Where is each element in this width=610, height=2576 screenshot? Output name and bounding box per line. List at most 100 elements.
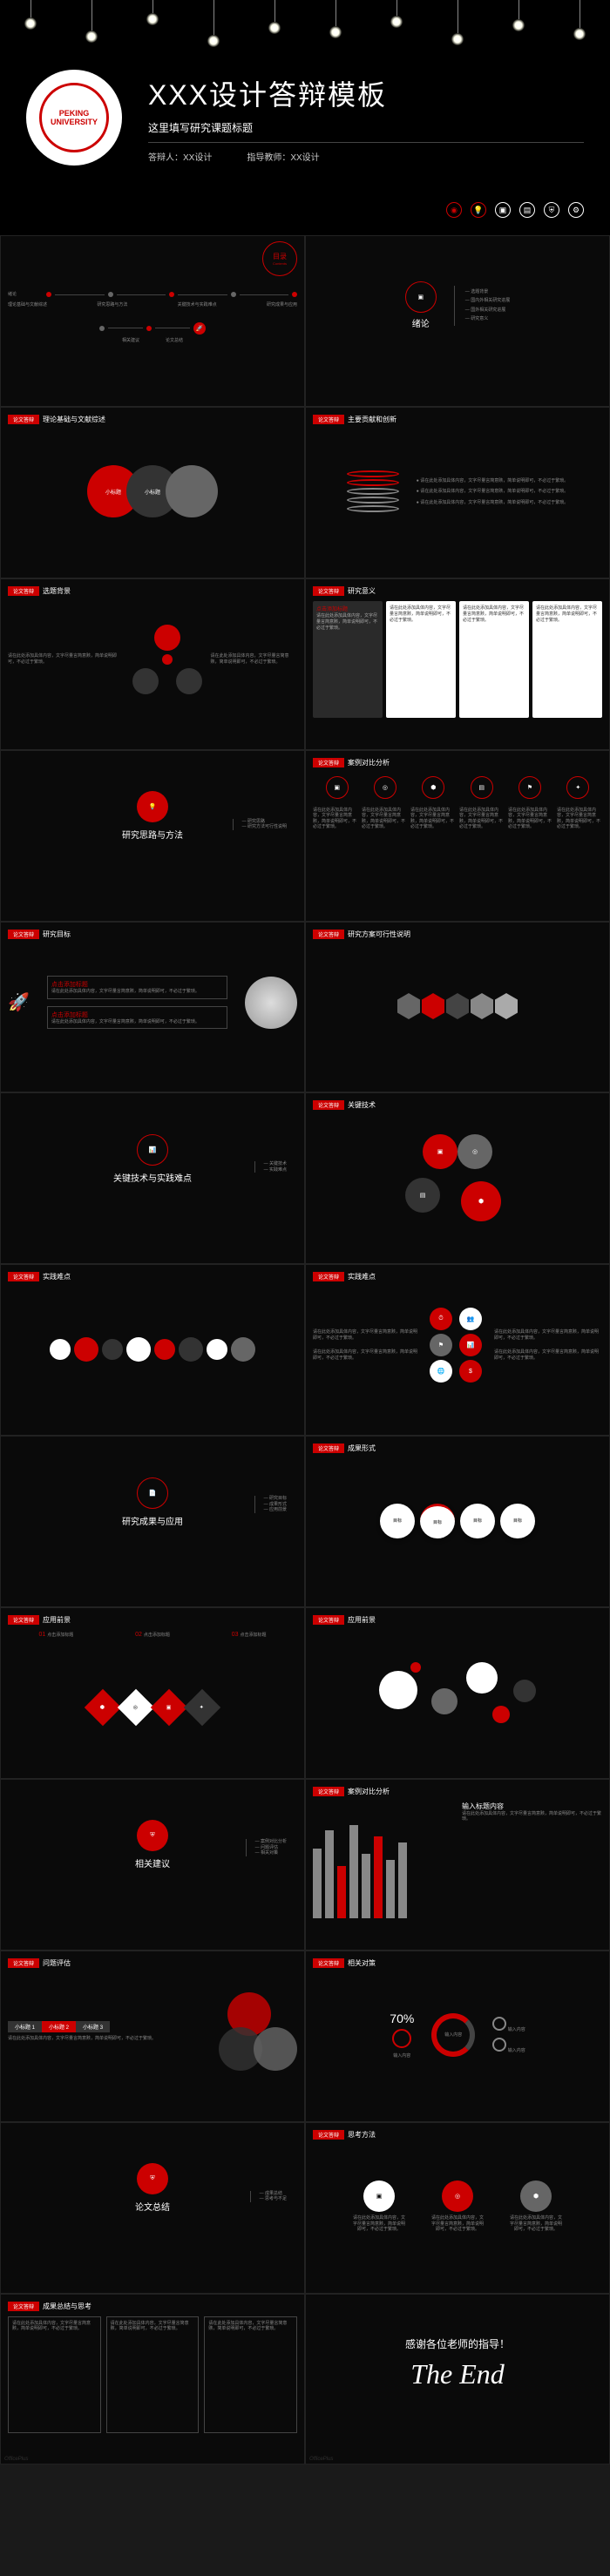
bullet: 实践难点 bbox=[269, 1167, 287, 1173]
slide-section-intro: ▣ 绪论 — 选题背景 — 国内外相关研究进展 — 国外相关研究进展 — 研究意… bbox=[305, 235, 610, 407]
diamond: ✦ bbox=[184, 1689, 220, 1726]
block-title: 点击添加标题 bbox=[51, 982, 88, 988]
slide-title: 理论基础与文献综述 bbox=[43, 415, 105, 424]
slide-literature: 论文答辩理论基础与文献综述 小标题 小标题 bbox=[0, 407, 305, 578]
slide-think-method: 论文答辩思考方法 ▣请在此处添加具体内容，文字尽量言简意赅，简单说明即可，不必过… bbox=[305, 2122, 610, 2294]
icon-grid: ⏱ 👥 ⚑ 📊 🌐 $ bbox=[430, 1308, 485, 1383]
bullet: 相关对策 bbox=[261, 1850, 278, 1856]
slide-title: 相关对策 bbox=[348, 1958, 376, 1968]
ring: 目标 bbox=[380, 1504, 415, 1538]
slide-tag: 论文答辩 bbox=[313, 2130, 344, 2140]
tab: 小标题 2 bbox=[42, 2021, 76, 2032]
slide-tag: 论文答辩 bbox=[8, 2302, 39, 2311]
ring: 目标 bbox=[420, 1504, 455, 1538]
shield-icon: ⛨ bbox=[137, 1820, 168, 1851]
card: 点击添加标题请在此处添加具体内容，文字尽量言简意赅，简单说明即可，不必过于繁琐。 bbox=[313, 601, 383, 718]
slide-title: 案例对比分析 bbox=[348, 758, 390, 767]
slide-section-results: 📄 研究成果与应用 — 研究目标 — 成果形式 — 应用前景 bbox=[0, 1436, 305, 1607]
hex-block bbox=[495, 993, 518, 1019]
slide-title: 应用前景 bbox=[43, 1615, 71, 1625]
slide-tag: 论文答辩 bbox=[8, 1615, 39, 1625]
step-circle bbox=[179, 1337, 203, 1362]
pct-ring bbox=[392, 2029, 411, 2048]
doc-icon: 📄 bbox=[137, 1477, 168, 1509]
bullet: 应用前景 bbox=[269, 1507, 287, 1512]
feature-icon: ◎ bbox=[374, 776, 396, 799]
slide-toc: 目录 Contents 绪论 理论基础与文献综述 研究思路与方法 关键技术与实践… bbox=[0, 235, 305, 407]
step-circle bbox=[102, 1339, 123, 1360]
slide-title: 思考方法 bbox=[348, 2130, 376, 2140]
rocket-icon: 🚀 bbox=[193, 322, 206, 335]
slide-practice-2: 论文答辩实践难点 请在此处添加具体内容，文字尽量言简意赅，简单说明即可，不必过于… bbox=[305, 1264, 610, 1436]
bullet: 选题背景 bbox=[471, 289, 488, 294]
slide-title: 问题评估 bbox=[43, 1958, 71, 1968]
text-line: 请在此处添加具体内容，文字尽量言简意赅，简单说明即可，不必过于繁琐。 bbox=[494, 1349, 602, 1361]
slide-feasibility: 论文答辩研究方案可行性说明 bbox=[305, 922, 610, 1093]
bar-chart bbox=[313, 1802, 453, 1918]
hero-slide: PEKING UNIVERSITY XXX设计答辩模板 这里填写研究课题标题 答… bbox=[0, 0, 610, 235]
slide-title: 研究方案可行性说明 bbox=[348, 930, 410, 939]
summary-card: 请在此处添加具体内容，文字尽量言简意赅，简单说明即可，不必过于繁琐。 bbox=[204, 2316, 297, 2433]
text-col: 请在此处添加具体内容，文字尽量言简意赅，简单说明即可，不必过于繁琐。 bbox=[313, 808, 358, 830]
bubble-chart bbox=[379, 1653, 536, 1732]
bullet: 国内外相关研究进展 bbox=[471, 298, 510, 303]
side-title: 输入标题内容 bbox=[462, 1802, 602, 1811]
donut-chart: 输入内容 bbox=[431, 2013, 475, 2057]
slide-section-summary: ⛨ 论文总结 — 成果总结 — 思考与不足 bbox=[0, 2122, 305, 2294]
block-title: 点击添加标题 bbox=[51, 1012, 88, 1018]
slide-tag: 论文答辩 bbox=[313, 930, 344, 939]
bullet: 成果形式 bbox=[269, 1502, 287, 1507]
slide-meaning: 论文答辩研究意义 点击添加标题请在此处添加具体内容，文字尽量言简意赅，简单说明即… bbox=[305, 578, 610, 750]
feature-icon: ▣ bbox=[326, 776, 349, 799]
hex-block bbox=[471, 993, 493, 1019]
bullet: 思考与不足 bbox=[265, 2196, 287, 2201]
slide-tag: 论文答辩 bbox=[8, 1272, 39, 1281]
slide-tag: 论文答辩 bbox=[8, 415, 39, 424]
section-title: 研究思路与方法 bbox=[122, 828, 183, 841]
card: 请在此处添加具体内容，文字尽量言简意赅，简单说明即可，不必过于繁琐。 bbox=[532, 601, 602, 718]
num: 03 bbox=[232, 1632, 239, 1638]
hex-block bbox=[422, 993, 444, 1019]
section-title: 绪论 bbox=[405, 316, 437, 329]
text-col: 请在此处添加具体内容，文字尽量言简意赅，简单说明即可，不必过于繁琐。 bbox=[557, 808, 602, 830]
toc-item: 研究思路与方法 bbox=[97, 302, 127, 308]
thanks-text: 感谢各位老师的指导！ bbox=[405, 2336, 510, 2351]
num: 02 bbox=[135, 1632, 142, 1638]
slide-title: 研究意义 bbox=[348, 586, 376, 596]
bulb-icon: 💡 bbox=[471, 202, 486, 218]
step-circle bbox=[207, 1339, 227, 1360]
slide-result-form: 论文答辩成果形式 目标 目标 目标 目标 bbox=[305, 1436, 610, 1607]
section-title: 关键技术与实践难点 bbox=[113, 1171, 192, 1184]
text-line: 请在此处添加具体内容，文字尽量言简意赅，简单说明即可，不必过于繁琐。 bbox=[420, 489, 568, 494]
tab-content: 请在此处添加具体内容，文字尽量言简意赅，简单说明即可，不必过于繁琐。 bbox=[8, 2036, 210, 2042]
hex-block bbox=[446, 993, 469, 1019]
slide-title: 实践难点 bbox=[348, 1272, 376, 1281]
bulb-decoration bbox=[0, 0, 610, 52]
text-line: 请在此处添加具体内容，文字尽量言简意赅，简单说明即可，不必过于繁琐。 bbox=[420, 500, 568, 505]
slide-case-analysis: 论文答辩案例对比分析 ▣ ◎ ⬢ ▤ ⚑ ✦ 请在此处添加具体内容，文字尽量言简… bbox=[305, 750, 610, 922]
section-title: 研究成果与应用 bbox=[122, 1514, 183, 1527]
university-seal: PEKING UNIVERSITY bbox=[26, 70, 122, 166]
slide-tag: 论文答辩 bbox=[8, 930, 39, 939]
spring-stack bbox=[347, 470, 399, 512]
slide-application-2: 论文答辩应用前景 bbox=[305, 1607, 610, 1779]
slide-title: 关键技术 bbox=[348, 1100, 376, 1110]
slide-section-method: 💡 研究思路与方法 — 研究思路 — 研究方法可行性说明 bbox=[0, 750, 305, 922]
bullet: 成果总结 bbox=[265, 2191, 282, 2196]
slide-tag: 论文答辩 bbox=[313, 758, 344, 767]
shield-icon: ⛨ bbox=[137, 2163, 168, 2194]
diamond: ◎ bbox=[118, 1689, 154, 1726]
cluster-diagram: ▣ ◎ ▤ ⬢ bbox=[405, 1134, 510, 1221]
summary-card: 请在此处添加具体内容，文字尽量言简意赅，简单说明即可，不必过于繁琐。 bbox=[106, 2316, 200, 2433]
toc-item: 相关建议 bbox=[122, 338, 139, 344]
slide-section-tech: 📊 关键技术与实践难点 — 关键技术 — 实践难点 bbox=[0, 1092, 305, 1264]
bullet: 案例对比分析 bbox=[261, 1839, 287, 1844]
toc-item: 研究成果与应用 bbox=[267, 302, 297, 308]
text-col: 请在此处添加具体内容，文字尽量言简意赅，简单说明即可，不必过于繁琐。 bbox=[410, 808, 456, 830]
end-text: The End bbox=[410, 2358, 505, 2390]
feature-icon: ✦ bbox=[566, 776, 589, 799]
author-line: 答辩人：XX设计 bbox=[148, 150, 212, 163]
slide-title: 选题背景 bbox=[43, 586, 71, 596]
slide-tag: 论文答辩 bbox=[313, 1100, 344, 1110]
tab: 小标题 3 bbox=[76, 2021, 110, 2032]
